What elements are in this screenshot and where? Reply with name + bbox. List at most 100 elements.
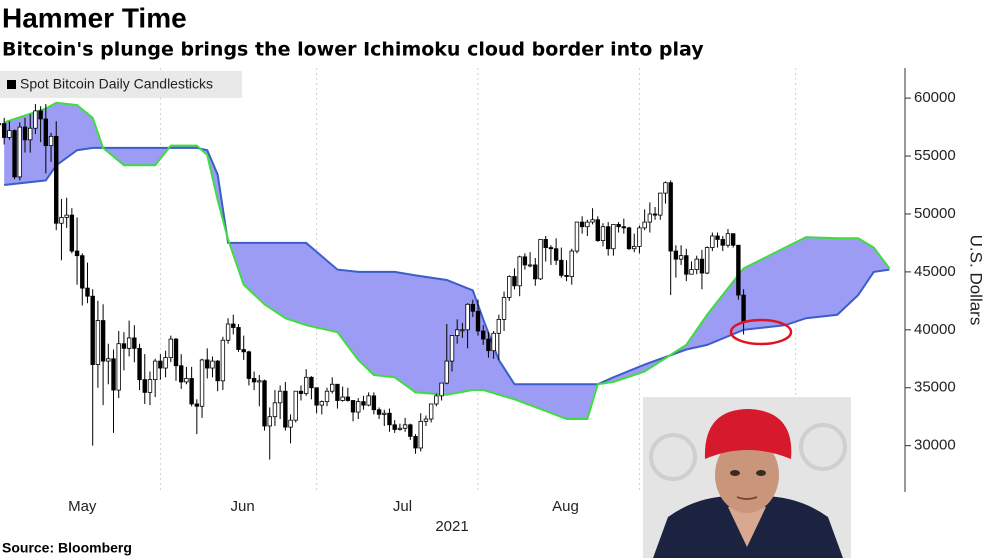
webcam-image bbox=[643, 397, 851, 558]
legend-label: Spot Bitcoin Daily Candlesticks bbox=[20, 76, 213, 92]
candle-body bbox=[69, 214, 75, 252]
candle-body bbox=[595, 219, 600, 242]
candle-body bbox=[345, 396, 351, 401]
candle-body bbox=[491, 332, 496, 352]
candle-body bbox=[632, 246, 637, 250]
candle-body bbox=[236, 327, 241, 350]
candle-body bbox=[626, 227, 632, 250]
candle-body bbox=[220, 339, 226, 382]
candle-body bbox=[116, 343, 121, 391]
candle-body bbox=[184, 378, 189, 383]
backdrop-logo bbox=[799, 423, 847, 471]
candle-body bbox=[54, 135, 59, 224]
candle-body bbox=[356, 401, 361, 413]
candle-body bbox=[673, 250, 679, 260]
candle-body bbox=[142, 379, 147, 393]
y-tick-label: 30000 bbox=[914, 437, 956, 454]
candle-body bbox=[710, 235, 715, 248]
candle-body bbox=[376, 409, 382, 415]
candle-body bbox=[704, 247, 710, 274]
candle-body bbox=[126, 337, 132, 349]
candle-body bbox=[647, 213, 653, 223]
candle-body bbox=[465, 303, 470, 331]
candle-body bbox=[137, 347, 142, 381]
candle-body bbox=[277, 390, 283, 404]
candle-body bbox=[512, 276, 517, 287]
y-tick-label: 60000 bbox=[914, 89, 956, 106]
x-tick-label: May bbox=[68, 498, 97, 515]
candle-body bbox=[678, 255, 684, 260]
candle-body bbox=[663, 182, 668, 194]
candle-body bbox=[121, 343, 127, 349]
candle-body bbox=[85, 287, 90, 297]
candle-body bbox=[168, 338, 173, 359]
mouth bbox=[736, 496, 758, 500]
x-tick-label: Jun bbox=[231, 498, 255, 515]
x-tick-label: Jul bbox=[393, 498, 412, 515]
candle-body bbox=[189, 378, 194, 405]
candle-body bbox=[397, 427, 403, 430]
candle-body bbox=[64, 214, 69, 218]
candle-body bbox=[533, 264, 538, 280]
candle-body bbox=[699, 258, 705, 274]
y-tick-label: 55000 bbox=[914, 147, 956, 164]
candle-body bbox=[689, 269, 694, 275]
x-axis-title: 2021 bbox=[435, 518, 468, 535]
candle-body bbox=[725, 233, 731, 246]
candle-body bbox=[80, 255, 85, 289]
x-tick-label: Aug bbox=[552, 498, 579, 515]
y-tick-label: 40000 bbox=[914, 321, 956, 338]
candle-body bbox=[694, 258, 699, 270]
candle-body bbox=[402, 424, 408, 429]
candle-body bbox=[95, 320, 101, 365]
candle-body bbox=[309, 376, 314, 389]
candle-body bbox=[194, 403, 200, 407]
candle-body bbox=[231, 323, 236, 328]
candle-body bbox=[74, 250, 80, 257]
candle-body bbox=[741, 294, 746, 323]
candle-body bbox=[559, 259, 564, 276]
candle-body bbox=[616, 223, 621, 228]
candle-body bbox=[637, 227, 642, 247]
red-hat bbox=[704, 409, 792, 459]
candle-body bbox=[564, 274, 569, 277]
candle-body bbox=[585, 221, 590, 228]
candle-body bbox=[574, 221, 580, 252]
candle-body bbox=[267, 416, 272, 427]
candle-body bbox=[413, 435, 418, 449]
candle-body bbox=[621, 226, 627, 229]
candle-body bbox=[147, 379, 153, 393]
candle-body bbox=[152, 360, 158, 381]
y-axis-title: U.S. Dollars bbox=[967, 235, 986, 326]
candle-body bbox=[12, 130, 17, 178]
candle-body bbox=[48, 135, 54, 147]
candle-body bbox=[100, 320, 106, 362]
candle-body bbox=[251, 378, 257, 383]
backdrop-logo bbox=[649, 433, 697, 481]
candle-body bbox=[387, 412, 392, 426]
candle-body bbox=[481, 330, 486, 340]
candle-body bbox=[720, 239, 725, 246]
y-tick-label: 45000 bbox=[914, 263, 956, 280]
candle-body bbox=[428, 403, 434, 420]
candle-body bbox=[423, 418, 429, 422]
candle-body bbox=[652, 213, 658, 216]
candle-body bbox=[408, 424, 413, 437]
candle-body bbox=[350, 400, 356, 413]
candle-body bbox=[736, 244, 741, 296]
candle-body bbox=[590, 219, 595, 223]
candle-body bbox=[106, 358, 111, 362]
legend-swatch bbox=[7, 80, 16, 89]
candle-body bbox=[132, 337, 137, 349]
candle-body bbox=[517, 256, 522, 287]
candle-body bbox=[470, 303, 476, 312]
candle-body bbox=[684, 255, 689, 275]
candle-body bbox=[262, 380, 267, 427]
candle-body bbox=[324, 390, 330, 403]
candle-body bbox=[522, 256, 528, 266]
candle-body bbox=[371, 395, 377, 411]
candle-body bbox=[553, 248, 559, 261]
candle-body bbox=[163, 357, 168, 369]
candle-body bbox=[658, 192, 663, 216]
